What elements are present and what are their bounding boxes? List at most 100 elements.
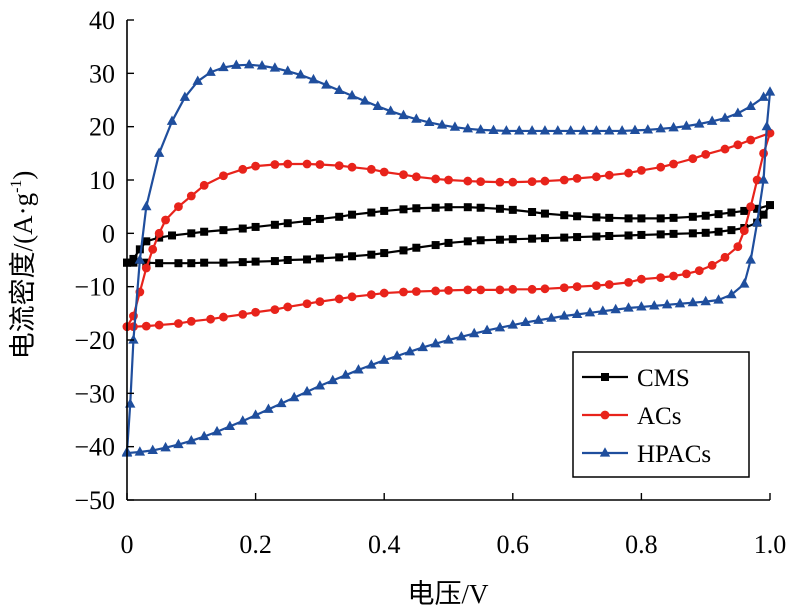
data-point-acs bbox=[463, 285, 473, 295]
data-point-acs bbox=[141, 263, 151, 273]
data-point-cms bbox=[200, 258, 209, 267]
data-point-hpacs bbox=[636, 301, 647, 311]
data-point-hpacs bbox=[379, 354, 390, 364]
data-point-acs bbox=[720, 144, 730, 154]
data-point-hpacs bbox=[565, 125, 576, 135]
data-point-hpacs bbox=[160, 441, 171, 452]
data-point-cms bbox=[348, 210, 357, 219]
data-point-acs bbox=[399, 170, 408, 180]
data-point-cms bbox=[380, 206, 389, 215]
legend-item-hpacs: HPACs bbox=[582, 441, 711, 468]
data-point-cms bbox=[624, 214, 633, 223]
series-layer bbox=[121, 59, 776, 457]
data-point-hpacs bbox=[282, 65, 293, 75]
data-point-acs bbox=[476, 177, 486, 187]
data-point-cms bbox=[187, 259, 196, 268]
data-point-acs bbox=[527, 284, 537, 294]
data-point-hpacs bbox=[391, 350, 403, 360]
data-point-acs bbox=[604, 170, 614, 180]
data-point-hpacs bbox=[507, 319, 518, 329]
data-point-hpacs bbox=[269, 62, 281, 72]
data-point-hpacs bbox=[153, 147, 165, 157]
data-point-acs bbox=[219, 171, 228, 181]
data-point-cms bbox=[399, 246, 408, 255]
data-point-hpacs bbox=[263, 403, 274, 413]
data-point-acs bbox=[572, 282, 582, 292]
data-point-acs bbox=[411, 287, 421, 296]
data-point-cms bbox=[129, 258, 138, 267]
data-point-acs bbox=[270, 305, 280, 314]
data-point-hpacs bbox=[674, 297, 686, 308]
data-point-cms bbox=[766, 201, 774, 210]
data-point-cms bbox=[701, 228, 710, 237]
data-point-hpacs bbox=[604, 125, 615, 135]
data-point-hpacs bbox=[314, 380, 326, 390]
data-point-cms bbox=[315, 214, 324, 223]
data-point-acs bbox=[701, 150, 711, 159]
data-point-hpacs bbox=[539, 125, 551, 135]
data-point-cms bbox=[463, 237, 472, 246]
data-point-cms bbox=[444, 203, 453, 212]
data-point-cms bbox=[251, 257, 260, 266]
data-point-cms bbox=[283, 219, 292, 228]
data-point-hpacs bbox=[591, 125, 602, 135]
y-tick-label: 30 bbox=[89, 59, 115, 88]
y-axis-title-main: 电流密度/(A·g bbox=[8, 193, 38, 359]
data-point-acs bbox=[688, 154, 698, 164]
data-point-cms bbox=[637, 230, 646, 239]
x-tick-label: 0 bbox=[121, 530, 134, 559]
data-point-hpacs bbox=[610, 303, 621, 314]
data-point-cms bbox=[399, 205, 408, 214]
data-point-cms bbox=[219, 258, 228, 267]
data-point-hpacs bbox=[694, 118, 705, 128]
data-point-cms bbox=[444, 238, 453, 247]
data-point-cms bbox=[759, 210, 768, 219]
data-point-hpacs bbox=[578, 125, 589, 135]
data-point-hpacs bbox=[134, 254, 146, 264]
data-point-hpacs bbox=[661, 299, 673, 309]
data-point-cms bbox=[348, 252, 357, 261]
data-point-acs bbox=[739, 226, 749, 236]
data-point-acs bbox=[379, 288, 389, 298]
data-point-cms bbox=[174, 259, 183, 268]
data-point-hpacs bbox=[166, 115, 178, 125]
data-point-hpacs bbox=[616, 125, 628, 135]
data-point-acs bbox=[251, 161, 260, 171]
y-tick-label: 40 bbox=[89, 6, 115, 35]
data-point-hpacs bbox=[128, 334, 139, 344]
data-point-hpacs bbox=[231, 59, 242, 69]
data-point-acs bbox=[759, 148, 768, 158]
data-point-cms bbox=[688, 229, 697, 238]
data-point-cms bbox=[431, 241, 440, 250]
data-point-hpacs bbox=[224, 420, 236, 430]
data-point-acs bbox=[720, 252, 730, 262]
data-point-cms bbox=[431, 203, 440, 212]
data-point-cms bbox=[495, 204, 504, 213]
data-point-acs bbox=[559, 175, 569, 185]
data-point-cms bbox=[669, 229, 678, 238]
data-point-acs bbox=[141, 321, 151, 331]
data-point-hpacs bbox=[668, 121, 679, 132]
axes-layer bbox=[126, 20, 770, 501]
data-point-hpacs bbox=[456, 331, 467, 341]
data-point-cms bbox=[560, 233, 569, 242]
data-point-cms bbox=[219, 226, 228, 235]
data-point-acs bbox=[591, 172, 601, 182]
x-tick-label: 0.8 bbox=[625, 530, 658, 559]
data-point-acs bbox=[315, 160, 325, 169]
data-point-hpacs bbox=[237, 415, 248, 425]
data-point-cms bbox=[367, 208, 376, 217]
data-point-hpacs bbox=[488, 124, 499, 134]
data-point-acs bbox=[302, 159, 312, 169]
data-point-acs bbox=[431, 174, 441, 184]
data-point-cms bbox=[463, 203, 472, 212]
data-point-cms bbox=[714, 210, 723, 219]
data-point-cms bbox=[155, 259, 164, 268]
legend-label: HPACs bbox=[637, 441, 711, 468]
data-point-acs bbox=[765, 128, 775, 138]
data-point-acs bbox=[186, 316, 196, 326]
data-point-acs bbox=[399, 287, 408, 297]
y-tick-label: −30 bbox=[74, 379, 115, 408]
data-point-cms bbox=[624, 231, 633, 240]
data-point-acs bbox=[508, 177, 518, 187]
